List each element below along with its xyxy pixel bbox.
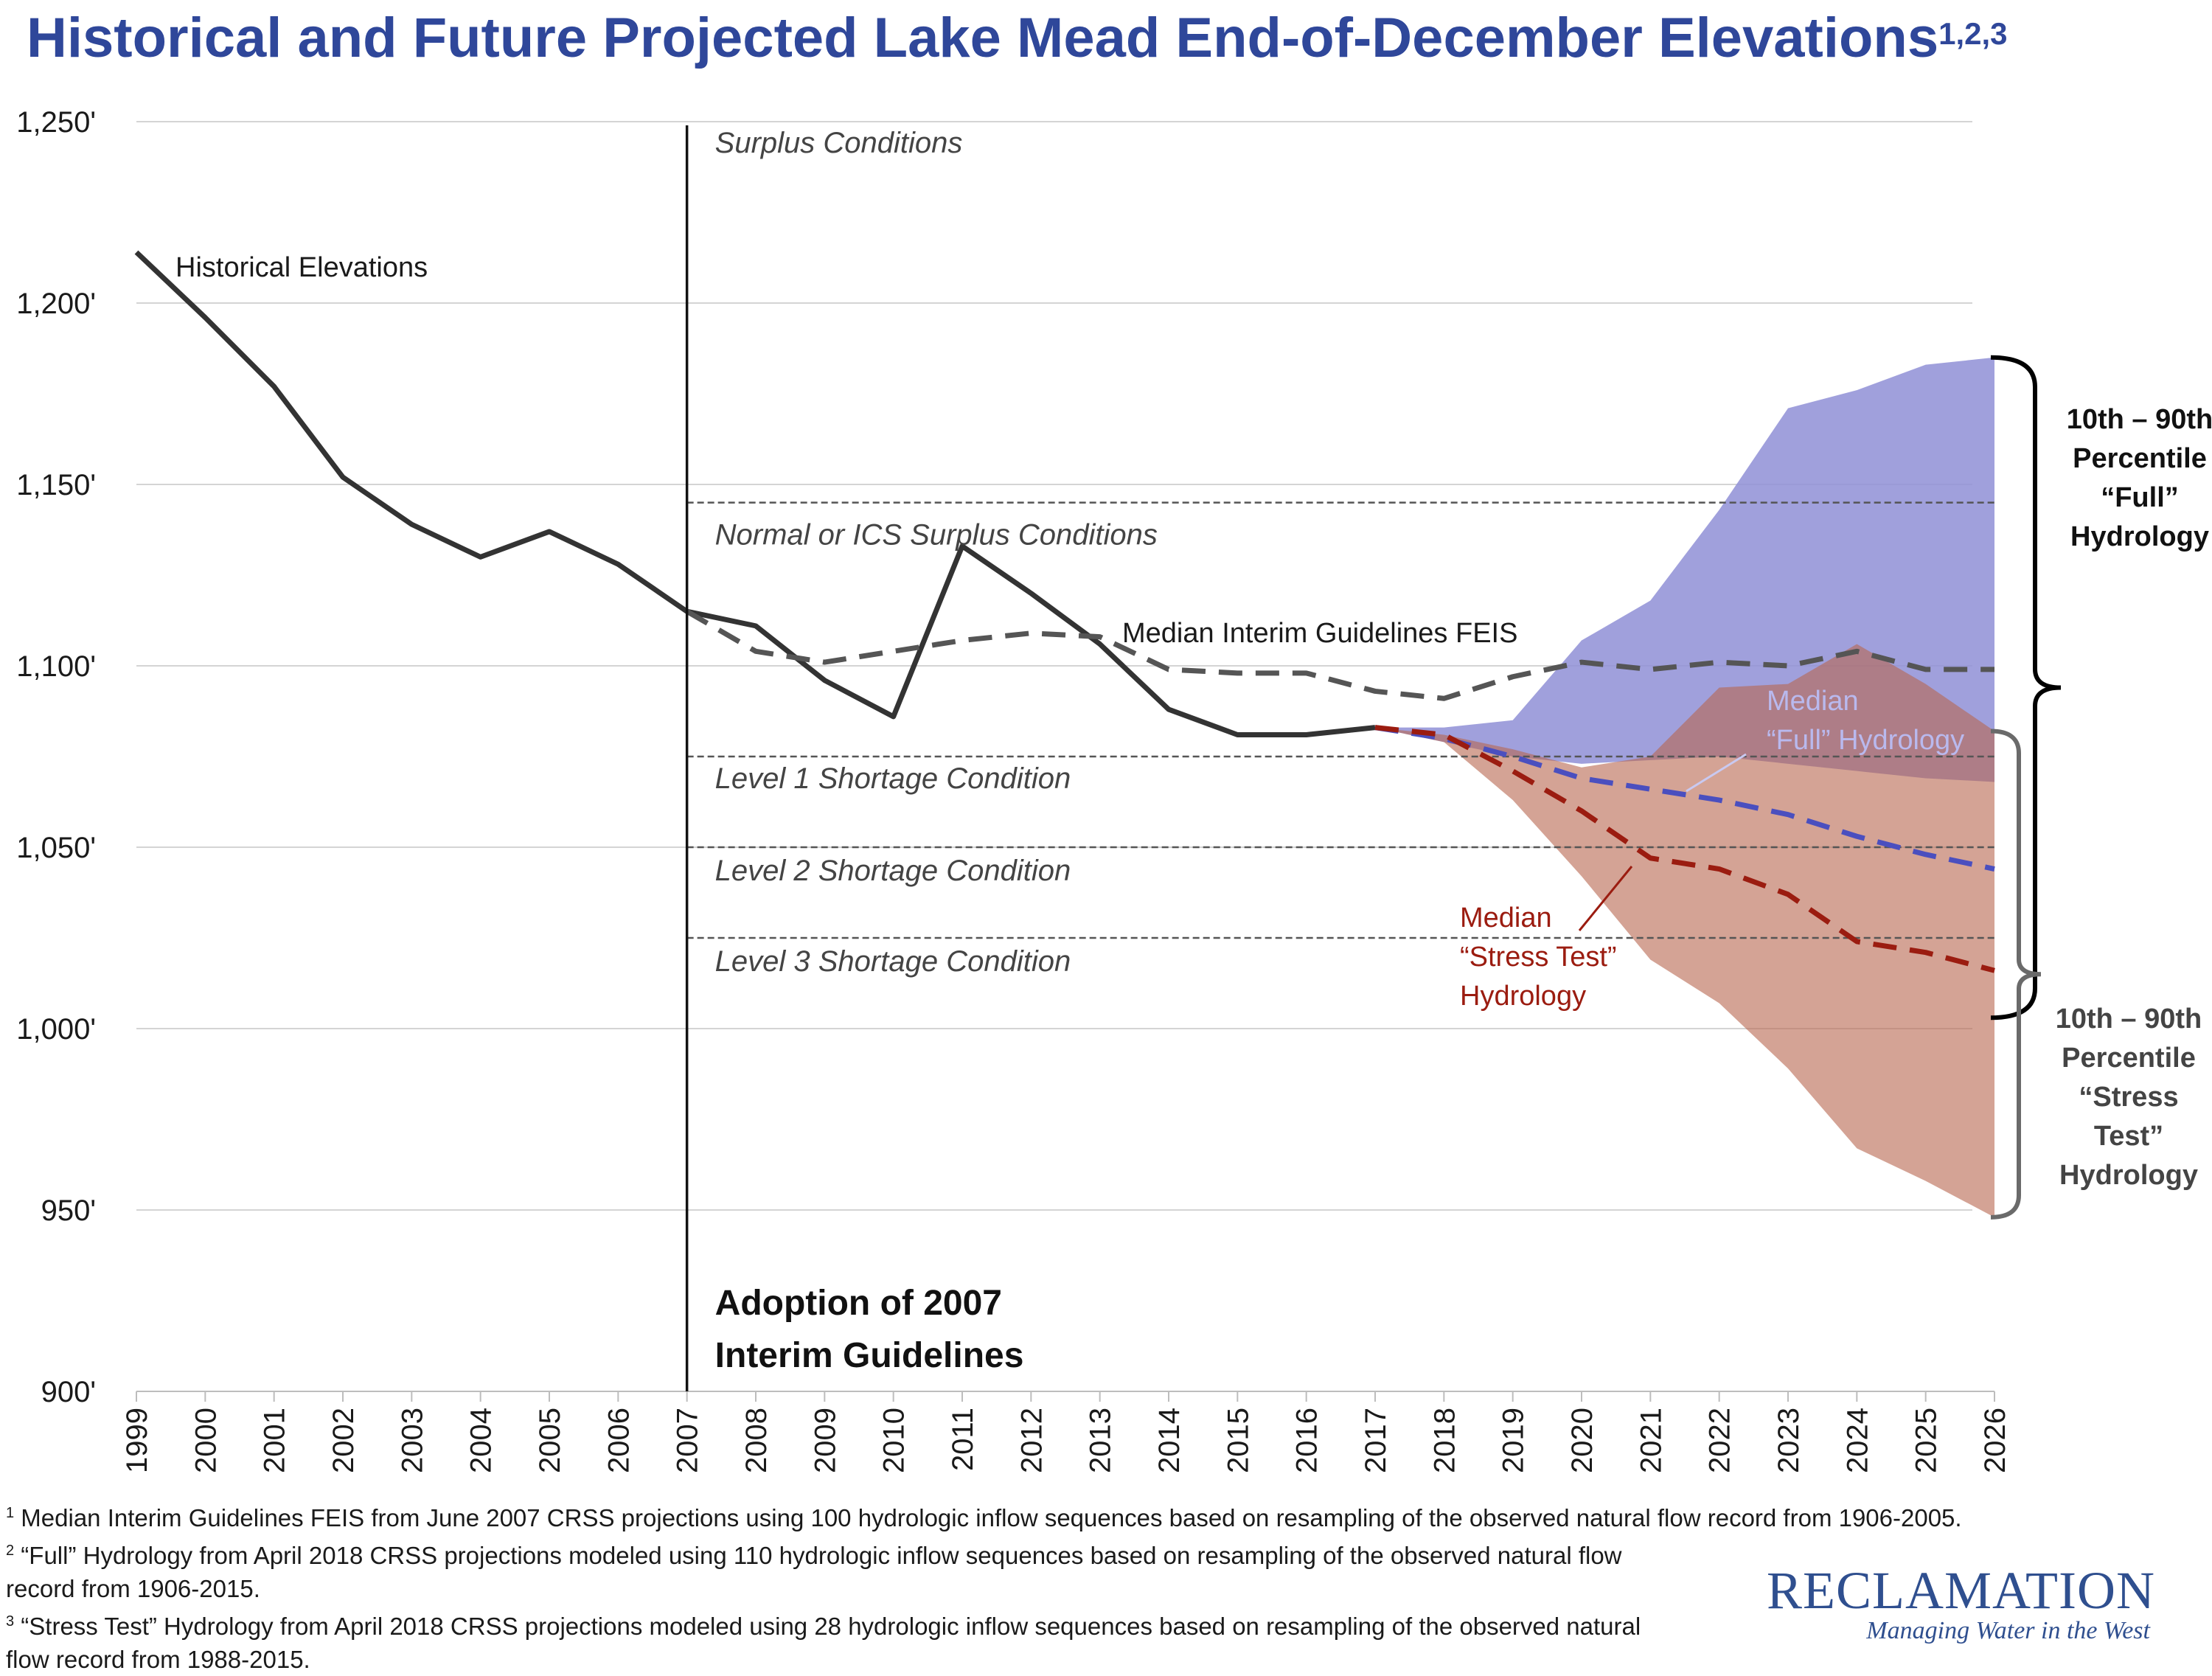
stress-percentile-bracket (1990, 729, 2042, 1220)
logo-tagline: Managing Water in the West (1866, 1617, 2150, 1644)
x-tick-label: 2008 (740, 1408, 773, 1473)
percentile-bands (1375, 357, 1994, 1217)
footnote-number: 1 (6, 1505, 15, 1521)
historical-elevations-label: Historical Elevations (175, 252, 428, 283)
footnote-line: 2 “Full” Hydrology from April 2018 CRSS … (6, 1534, 2070, 1572)
x-tick-label: 2017 (1360, 1408, 1392, 1473)
x-tick-label: 2007 (672, 1408, 704, 1473)
y-tick-label: 900' (41, 1376, 96, 1408)
y-tick-label: 1,050' (16, 832, 96, 864)
footnote-line: record from 1906-2015. (6, 1572, 2070, 1605)
series-line-1 (685, 609, 1994, 701)
series-lines (134, 250, 1995, 973)
x-tick-label: 2026 (1979, 1408, 2011, 1473)
full-bracket-label: Hydrology (2070, 521, 2209, 552)
median-full-leader (1686, 753, 1747, 793)
footnote-line: flow record from 1988-2015. (6, 1643, 2070, 1676)
x-tick-label: 2018 (1428, 1408, 1461, 1473)
logo-name: RECLAMATION (1767, 1561, 2155, 1620)
x-tick-label: 2013 (1085, 1408, 1117, 1473)
x-tick-label: 2014 (1153, 1408, 1186, 1473)
reference-line-label: Normal or ICS Surplus Conditions (715, 519, 1158, 552)
median-feis-label: Median Interim Guidelines FEIS (1122, 618, 1517, 649)
y-tick-label: 1,000' (16, 1013, 96, 1046)
footnote-text: flow record from 1988-2015. (6, 1646, 310, 1673)
x-tick-label: 2006 (602, 1408, 635, 1473)
x-tick-label: 2001 (259, 1408, 291, 1473)
full-bracket-label: Percentile (2073, 443, 2207, 474)
x-tick-label: 2016 (1291, 1408, 1324, 1473)
footnote-line: 3 “Stress Test” Hydrology from April 201… (6, 1605, 2070, 1643)
median-full-label: “Full” Hydrology (1767, 725, 1964, 756)
y-tick-label: 1,150' (16, 469, 96, 501)
y-tick-label: 1,100' (16, 650, 96, 683)
x-tick-label: 2005 (534, 1408, 566, 1473)
x-tick-label: 2025 (1910, 1408, 1943, 1473)
x-tick-label: 1999 (121, 1408, 153, 1473)
x-tick-label: 2000 (189, 1408, 222, 1473)
x-tick-label: 2002 (327, 1408, 360, 1473)
title-footnote-markers: 1,2,3 (1938, 16, 2008, 51)
footnote-line: 1 Median Interim Guidelines FEIS from Ju… (6, 1497, 2070, 1534)
reference-lines (686, 501, 1994, 939)
median-stress-label: Hydrology (1460, 981, 1586, 1012)
footnotes: 1 Median Interim Guidelines FEIS from Ju… (6, 1497, 2070, 1676)
chart-title: Historical and Future Projected Lake Mea… (27, 7, 2008, 69)
footnote-text: record from 1906-2015. (6, 1575, 260, 1602)
lake-mead-elevation-chart: 900' 950' 1,000' 1,050' 1,100' 1,150' 1,200' 1,… (16, 106, 2212, 1473)
x-tick-label: 2012 (1015, 1408, 1048, 1473)
stress-bracket-label: Percentile (2062, 1043, 2196, 1074)
x-tick-label: 2019 (1498, 1408, 1530, 1473)
x-tick-label: 2009 (809, 1408, 841, 1473)
surplus-conditions-label: Surplus Conditions (715, 127, 963, 159)
full-bracket-label: 10th – 90th (2067, 404, 2212, 435)
y-tick-label: 950' (41, 1195, 96, 1227)
x-tick-label: 2024 (1841, 1408, 1874, 1473)
footnote-number: 3 (6, 1613, 15, 1630)
reference-line-label: Level 1 Shortage Condition (715, 762, 1071, 795)
percentile-band-1 (1375, 644, 1994, 1217)
x-tick-label: 2023 (1773, 1408, 1805, 1473)
stress-bracket-label: “Stress (2079, 1082, 2178, 1113)
x-tick-label: 2015 (1222, 1408, 1254, 1473)
stress-bracket-label: Test” (2094, 1121, 2163, 1152)
annotations: Normal or ICS Surplus Conditions Level 1 … (175, 125, 2212, 1391)
series-line-3 (1374, 725, 1995, 973)
reference-line-label: Level 3 Shortage Condition (715, 945, 1071, 978)
axes: 900' 950' 1,000' 1,050' 1,100' 1,150' 1,200' 1,… (16, 106, 2011, 1473)
footnote-text: “Stress Test” Hydrology from April 2018 … (21, 1613, 1641, 1640)
reference-line-label: Level 2 Shortage Condition (715, 855, 1071, 887)
full-percentile-bracket (1990, 355, 2062, 1020)
series-line-2 (1374, 725, 1995, 872)
stress-bracket-label: Hydrology (2059, 1160, 2198, 1191)
x-tick-label: 2003 (396, 1408, 428, 1473)
x-tick-label: 2010 (878, 1408, 911, 1473)
series-line-0 (134, 250, 1376, 737)
footnote-text: Median Interim Guidelines FEIS from June… (21, 1504, 1962, 1531)
stress-bracket-label: 10th – 90th (2056, 1004, 2202, 1035)
footnote-number: 2 (6, 1543, 15, 1559)
median-stress-label: “Stress Test” (1460, 942, 1617, 973)
x-tick-label: 2011 (947, 1408, 979, 1471)
adoption-label: Adoption of 2007 (715, 1284, 1002, 1323)
reclamation-logo: RECLAMATION Managing Water in the West (1767, 1561, 2155, 1644)
x-tick-label: 2004 (465, 1408, 498, 1473)
y-tick-label: 1,200' (16, 288, 96, 320)
median-stress-label: Median (1460, 903, 1552, 933)
y-tick-label: 1,250' (16, 106, 96, 139)
median-stress-leader (1578, 866, 1633, 931)
x-tick-label: 2021 (1635, 1408, 1667, 1473)
full-bracket-label: “Full” (2101, 482, 2179, 513)
median-full-label: Median (1767, 686, 1859, 717)
footnote-text: “Full” Hydrology from April 2018 CRSS pr… (21, 1542, 1622, 1569)
x-tick-label: 2020 (1566, 1408, 1599, 1473)
x-tick-label: 2022 (1704, 1408, 1736, 1473)
adoption-label: Interim Guidelines (715, 1336, 1024, 1375)
